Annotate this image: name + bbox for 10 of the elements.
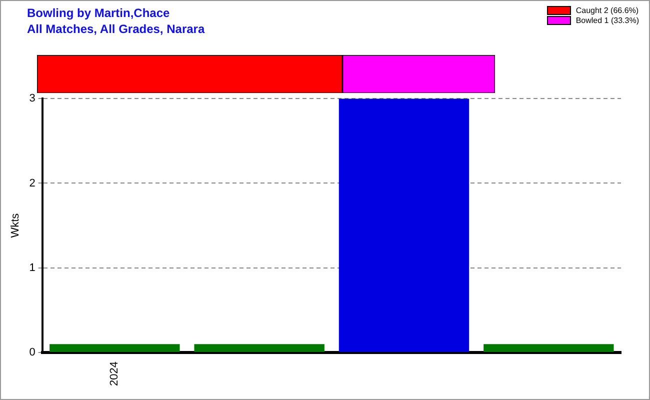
text: Caught 2 (66.6%) [576,6,639,15]
chart-title: Bowling by Martin,Chace [27,6,170,20]
chart-subtitle: All Matches, All Grades, Narara [27,22,205,36]
legend-label: Bowled 1 (33.3%) [576,16,639,25]
y-tick-label: 0 [29,346,36,359]
x-tick-label: 2024 [108,362,121,386]
y-axis-title: Wkts [10,212,22,238]
y-tick-label: 1 [29,262,36,274]
y-tick-label: 3 [29,92,36,105]
y-tick-label: 2 [29,177,36,190]
